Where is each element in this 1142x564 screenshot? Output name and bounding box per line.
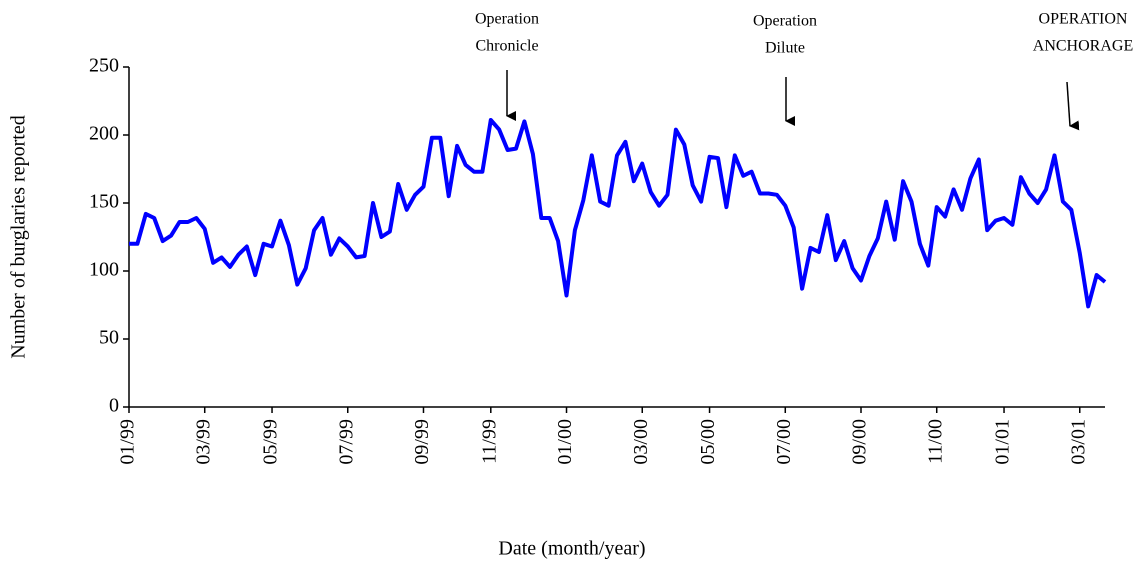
x-tick-label: 01/99 <box>117 419 139 465</box>
y-tick-label: 150 <box>89 191 119 213</box>
y-axis-title: Number of burglaries reported <box>8 115 30 358</box>
annotation-text: Operation <box>475 11 539 28</box>
y-tick-label: 100 <box>89 259 119 281</box>
x-tick-label: 03/00 <box>630 419 652 465</box>
y-tick-label: 250 <box>89 55 119 77</box>
annotation-text: Dilute <box>765 40 805 57</box>
x-tick-label: 01/00 <box>554 419 576 465</box>
x-axis-title: Date (month/year) <box>498 538 645 560</box>
data-line <box>129 118 1107 309</box>
y-tick-label: 50 <box>99 327 119 349</box>
x-tick-label: 01/01 <box>992 419 1014 465</box>
x-tick-label: 07/99 <box>335 419 357 465</box>
annotation-text: OPERATION <box>1039 11 1128 28</box>
x-tick-label: 03/99 <box>192 419 214 465</box>
x-tick-label: 09/00 <box>849 419 871 465</box>
x-tick-label: 09/99 <box>411 419 433 465</box>
y-tick-label: 200 <box>89 123 119 145</box>
x-tick-label: 11/99 <box>478 419 500 464</box>
annotation-text: Chronicle <box>475 38 538 55</box>
annotation-text: ANCHORAGE <box>1033 38 1133 55</box>
x-tick-label: 05/99 <box>260 419 282 465</box>
annotation-arrow <box>1066 81 1080 131</box>
x-tick-label: 11/00 <box>924 419 946 464</box>
x-tick-label: 03/01 <box>1067 419 1089 465</box>
x-tick-label: 05/00 <box>697 419 719 465</box>
x-tick-label: 07/00 <box>773 419 795 465</box>
annotation-text: Operation <box>753 13 817 30</box>
y-tick-label: 0 <box>109 395 119 417</box>
